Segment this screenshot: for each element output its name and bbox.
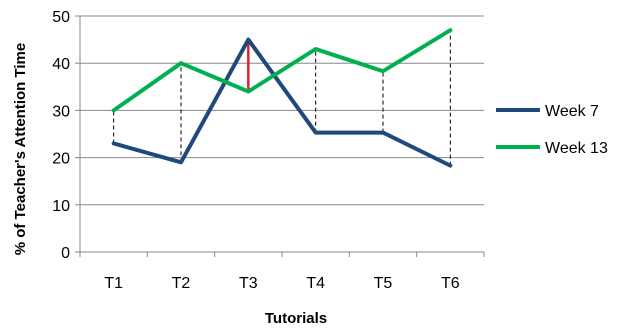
difference-lines bbox=[113, 30, 451, 166]
x-tick-label: T6 bbox=[441, 275, 460, 292]
x-tick-label: T1 bbox=[104, 275, 123, 292]
y-tick-label: 40 bbox=[52, 56, 70, 73]
legend: Week 7 Week 13 bbox=[496, 103, 608, 157]
series-lines bbox=[111, 28, 453, 168]
gridlines bbox=[80, 15, 484, 206]
x-tick-labels: T1 T2 T3 T4 T5 T6 bbox=[104, 275, 459, 292]
y-tick-label: 0 bbox=[61, 245, 70, 262]
series-line-week-7 bbox=[111, 37, 453, 168]
y-tick-labels: 0 10 20 30 40 50 bbox=[52, 9, 70, 262]
x-tick-label: T3 bbox=[239, 275, 258, 292]
y-axis-title: % of Teacher's Attention Time bbox=[12, 43, 29, 256]
x-axis-title: Tutorials bbox=[265, 310, 327, 326]
y-tick-label: 30 bbox=[52, 103, 70, 120]
x-tick-label: T5 bbox=[374, 275, 393, 292]
axes bbox=[75, 15, 485, 257]
series-line-week-13 bbox=[111, 28, 453, 113]
y-tick-label: 20 bbox=[52, 151, 70, 168]
legend-label: Week 13 bbox=[545, 140, 608, 157]
y-tick-label: 50 bbox=[52, 9, 70, 26]
x-tick-label: T4 bbox=[306, 275, 325, 292]
y-tick-label: 10 bbox=[52, 198, 70, 215]
x-tick-label: T2 bbox=[172, 275, 191, 292]
legend-label: Week 7 bbox=[545, 103, 599, 120]
